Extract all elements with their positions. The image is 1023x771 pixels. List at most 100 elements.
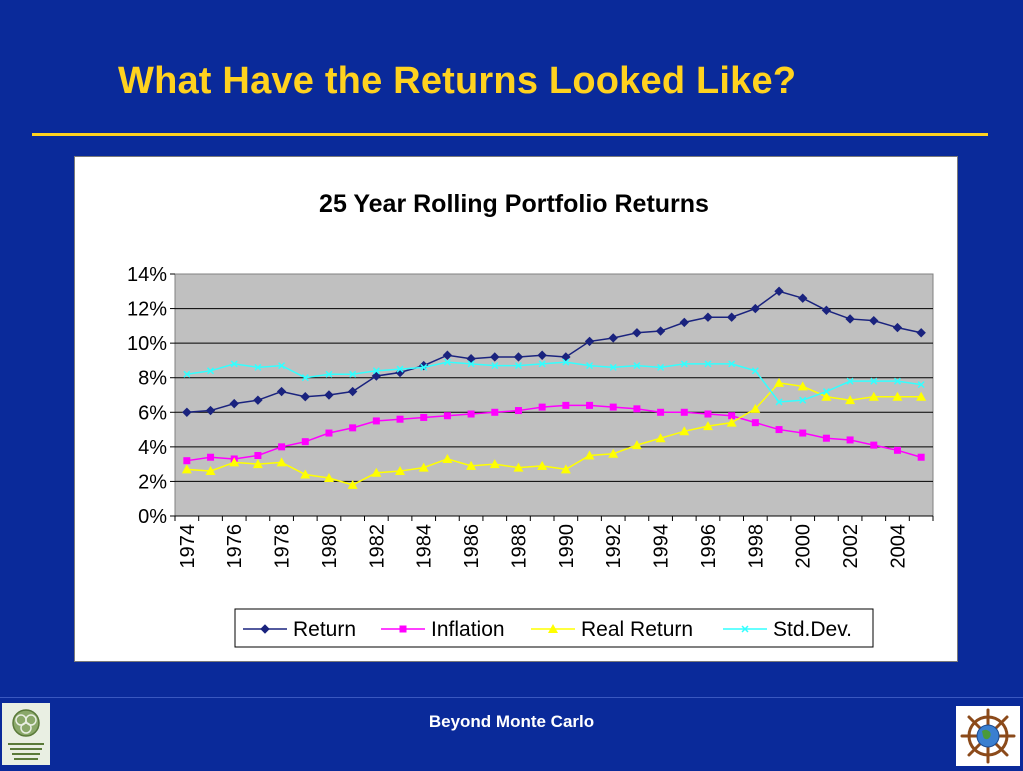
data-point-real-return — [347, 479, 358, 489]
data-point-std-dev — [917, 381, 925, 389]
data-point-inflation — [207, 453, 215, 461]
data-point-real-return — [655, 433, 666, 443]
data-point-inflation — [467, 410, 475, 418]
x-tick-label: 2002 — [840, 524, 862, 569]
data-point-return — [608, 333, 618, 343]
data-point-std-dev — [586, 362, 594, 370]
chart-container: 25 Year Rolling Portfolio Returns 0% 2% 4%… — [74, 156, 958, 662]
x-tick-label: 1990 — [556, 524, 578, 569]
data-point-return — [655, 326, 666, 336]
data-point-real-return — [916, 391, 927, 401]
title-divider — [32, 133, 988, 136]
data-point-inflation — [301, 438, 309, 446]
x-tick-label: 1980 — [319, 524, 341, 569]
y-tick-label: 4% — [138, 437, 167, 459]
data-point-std-dev — [562, 358, 570, 366]
data-point-std-dev — [230, 360, 238, 368]
data-point-return — [442, 350, 453, 360]
data-point-inflation — [372, 417, 380, 425]
footer-divider — [0, 697, 1023, 698]
data-point-std-dev — [751, 367, 759, 375]
data-point-return — [845, 314, 855, 324]
slide-title: What Have the Returns Looked Like? — [118, 60, 797, 102]
data-point-std-dev — [728, 360, 736, 368]
data-point-inflation — [349, 424, 357, 432]
data-point-real-return — [537, 460, 548, 470]
data-point-real-return — [276, 457, 287, 467]
data-point-return — [821, 305, 832, 316]
data-point-real-return — [774, 377, 785, 387]
data-point-return — [726, 312, 737, 322]
legend-items: Return Inflation Real Return Std.Dev. — [243, 618, 852, 641]
y-axis: 0% 2% 4% 6% 8% 10% 12% 14% — [127, 264, 175, 528]
data-point-real-return — [797, 381, 808, 391]
data-point-real-return — [229, 457, 240, 467]
data-point-real-return — [205, 466, 216, 476]
data-point-inflation — [443, 412, 451, 420]
y-tick-label: 0% — [138, 506, 167, 528]
legend-marker-inflation — [399, 625, 407, 633]
data-point-inflation — [728, 412, 736, 420]
legend-marker-real-return — [548, 624, 558, 633]
y-tick-label: 6% — [138, 402, 167, 424]
data-point-std-dev — [467, 360, 475, 368]
data-point-real-return — [702, 421, 713, 431]
data-point-inflation — [822, 434, 830, 442]
ship-wheel-globe-logo — [956, 706, 1020, 766]
data-point-return — [205, 405, 216, 416]
data-point-inflation — [657, 408, 665, 416]
data-point-return — [916, 328, 926, 338]
data-point-inflation — [183, 457, 191, 465]
data-point-real-return — [631, 440, 642, 450]
data-point-real-return — [395, 466, 406, 476]
series-line-inflation — [186, 404, 922, 462]
data-point-std-dev — [349, 370, 357, 378]
data-point-std-dev — [609, 363, 617, 371]
data-point-std-dev — [301, 374, 309, 382]
data-point-return — [300, 392, 310, 402]
x-tick-label: 2004 — [887, 524, 909, 569]
y-tick-label: 14% — [127, 264, 167, 286]
x-tick-label: 1994 — [651, 524, 673, 569]
data-point-std-dev — [396, 365, 404, 373]
x-tick-label: 1978 — [272, 524, 294, 569]
data-point-inflation — [396, 415, 404, 423]
data-point-real-return — [679, 426, 690, 436]
chart-title: 25 Year Rolling Portfolio Returns — [319, 190, 709, 218]
data-point-std-dev — [254, 363, 262, 371]
data-point-return — [892, 322, 903, 333]
legend-label-std-dev: Std.Dev. — [773, 618, 852, 641]
data-point-inflation — [562, 401, 570, 409]
data-point-real-return — [442, 453, 453, 463]
data-point-inflation — [680, 408, 688, 416]
data-point-inflation — [278, 443, 286, 451]
data-point-return — [182, 407, 192, 417]
data-point-real-return — [466, 460, 477, 470]
x-tick-label: 1976 — [224, 524, 246, 569]
data-point-real-return — [252, 459, 263, 469]
data-point-return — [632, 328, 642, 338]
data-point-std-dev — [704, 360, 712, 368]
data-point-std-dev — [420, 363, 428, 371]
data-point-return — [537, 350, 547, 360]
data-point-real-return — [560, 464, 571, 474]
legend-marker-return — [260, 624, 270, 634]
data-point-std-dev — [799, 396, 807, 404]
y-tick-label: 10% — [127, 333, 167, 355]
y-tick-label: 2% — [138, 471, 167, 493]
y-tick-label: 8% — [138, 368, 167, 390]
data-point-real-return — [726, 417, 737, 427]
data-point-inflation — [420, 413, 428, 421]
data-point-real-return — [418, 462, 429, 472]
data-point-inflation — [254, 452, 262, 459]
data-point-return — [750, 303, 761, 314]
legend-label-inflation: Inflation — [431, 618, 505, 641]
data-point-inflation — [586, 401, 594, 409]
data-point-inflation — [514, 407, 522, 415]
data-point-std-dev — [846, 377, 854, 385]
data-point-std-dev — [514, 362, 522, 370]
data-point-return — [584, 336, 595, 347]
data-point-real-return — [868, 391, 879, 401]
data-point-real-return — [584, 450, 595, 460]
data-point-inflation — [609, 403, 617, 411]
